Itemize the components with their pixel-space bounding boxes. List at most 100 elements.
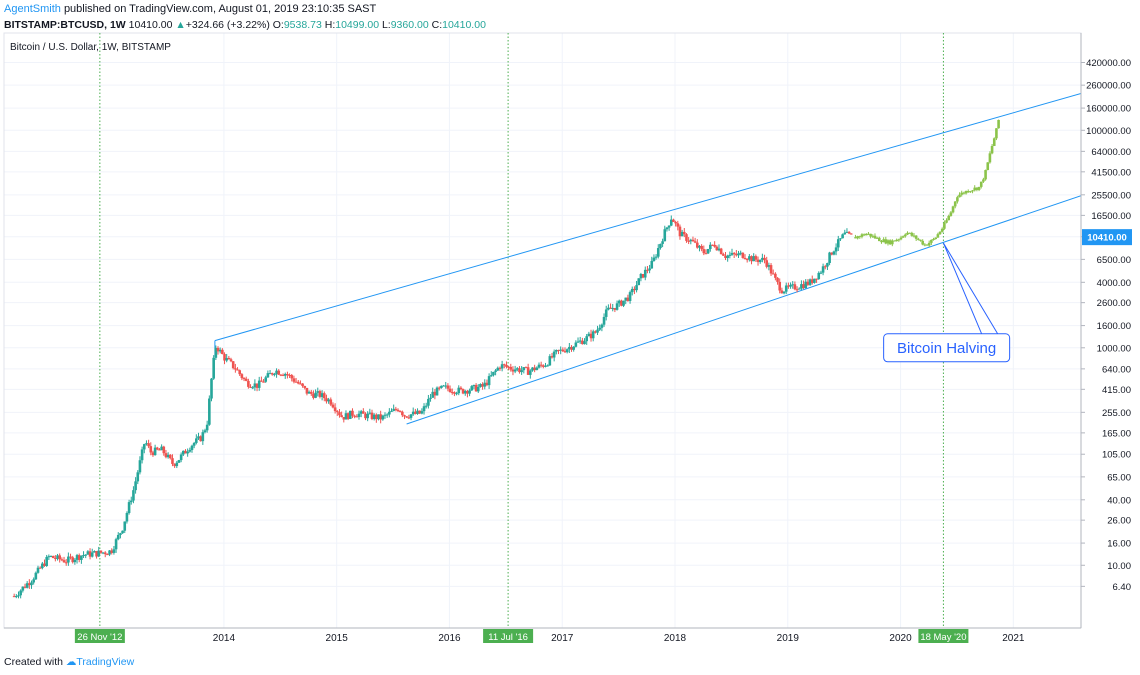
projection-candle (854, 237, 857, 239)
candle (362, 411, 365, 414)
time-axis[interactable]: 2014 2015 2016 2017 2018 2019 2020 2021 (213, 633, 1025, 644)
candle (240, 374, 244, 379)
candle (244, 378, 248, 381)
candle (802, 284, 805, 289)
candle (529, 370, 532, 375)
candle (23, 586, 27, 588)
candle (466, 390, 469, 394)
candle (440, 385, 443, 388)
projection-candle (875, 237, 879, 239)
candle (568, 346, 571, 350)
candle (333, 407, 337, 412)
publication-line: AgentSmith published on TradingView.com,… (4, 3, 376, 15)
candle (804, 281, 808, 289)
projection-candle (921, 240, 924, 245)
price-tick-label: 2600.00 (1097, 298, 1131, 309)
candle (142, 444, 146, 450)
candle (195, 438, 198, 443)
tradingview-brand[interactable]: TradingView (76, 656, 135, 668)
candle (103, 552, 107, 555)
author-link[interactable]: AgentSmith (4, 3, 61, 15)
candle (526, 367, 530, 375)
candle (437, 387, 441, 389)
candle (236, 369, 239, 371)
candle (64, 562, 68, 564)
candle (704, 253, 708, 255)
price-tick-label: 6500.00 (1097, 255, 1131, 266)
candle (36, 567, 40, 573)
candle (743, 257, 747, 260)
candle (385, 414, 389, 416)
candle (262, 381, 265, 383)
candle (177, 460, 181, 463)
candle (255, 383, 259, 388)
candle (158, 449, 161, 451)
candle (782, 291, 786, 294)
candle (409, 414, 413, 418)
candle (351, 410, 354, 416)
price-tag-bg (1082, 229, 1132, 246)
candle (823, 266, 827, 268)
candle (17, 595, 20, 597)
projection-candle (977, 186, 981, 190)
candle (656, 248, 660, 257)
candle (849, 233, 853, 235)
candle (140, 449, 144, 461)
candle (160, 446, 163, 451)
candle (611, 307, 615, 309)
candle (77, 555, 81, 560)
candle (69, 556, 72, 558)
candle (459, 387, 463, 390)
candle (476, 386, 480, 392)
candle (691, 239, 695, 242)
candle (214, 347, 218, 358)
candle (544, 365, 547, 367)
candle (626, 297, 630, 301)
candle (431, 391, 435, 398)
projection-candle (904, 234, 907, 237)
candle (286, 373, 289, 375)
projection-candle (964, 191, 968, 194)
time-tick-label: 2016 (438, 633, 461, 644)
candle (292, 378, 296, 382)
candle (101, 552, 105, 554)
candle (700, 245, 703, 250)
candle (216, 347, 220, 352)
candle (418, 410, 422, 414)
candle (758, 259, 762, 263)
price-axis[interactable]: 420000.00 260000.00 160000.00 100000.00 6400… (1081, 58, 1131, 593)
candle (121, 530, 124, 534)
price-tick-label: 160000.00 (1086, 104, 1131, 115)
candle (774, 273, 777, 278)
time-tick-label: 2019 (777, 633, 800, 644)
candle (19, 590, 22, 596)
candle (810, 279, 814, 283)
candle (325, 398, 328, 402)
close-label: C: (431, 19, 443, 31)
halving-annotation[interactable]: Bitcoin Halving (883, 242, 1011, 363)
projection-candle (919, 239, 922, 241)
candle (221, 349, 224, 355)
candle (778, 281, 782, 291)
projection-candle (873, 235, 877, 239)
candle (116, 534, 120, 540)
candle (581, 340, 584, 345)
candle (205, 424, 209, 431)
candle (229, 359, 233, 362)
candle (166, 454, 170, 458)
projection-candle (986, 162, 990, 171)
halving-lines (99, 33, 944, 628)
candle (338, 412, 341, 416)
candle (531, 367, 534, 371)
candle (784, 285, 788, 292)
halving-label: 11 Jul '16 (488, 632, 528, 643)
candle (696, 242, 699, 248)
candle (90, 552, 94, 557)
candle (257, 380, 261, 388)
candle (648, 268, 651, 271)
projection-candle (943, 222, 946, 229)
candle (322, 393, 326, 399)
halving-label-bg (74, 629, 125, 643)
candle (594, 331, 597, 333)
